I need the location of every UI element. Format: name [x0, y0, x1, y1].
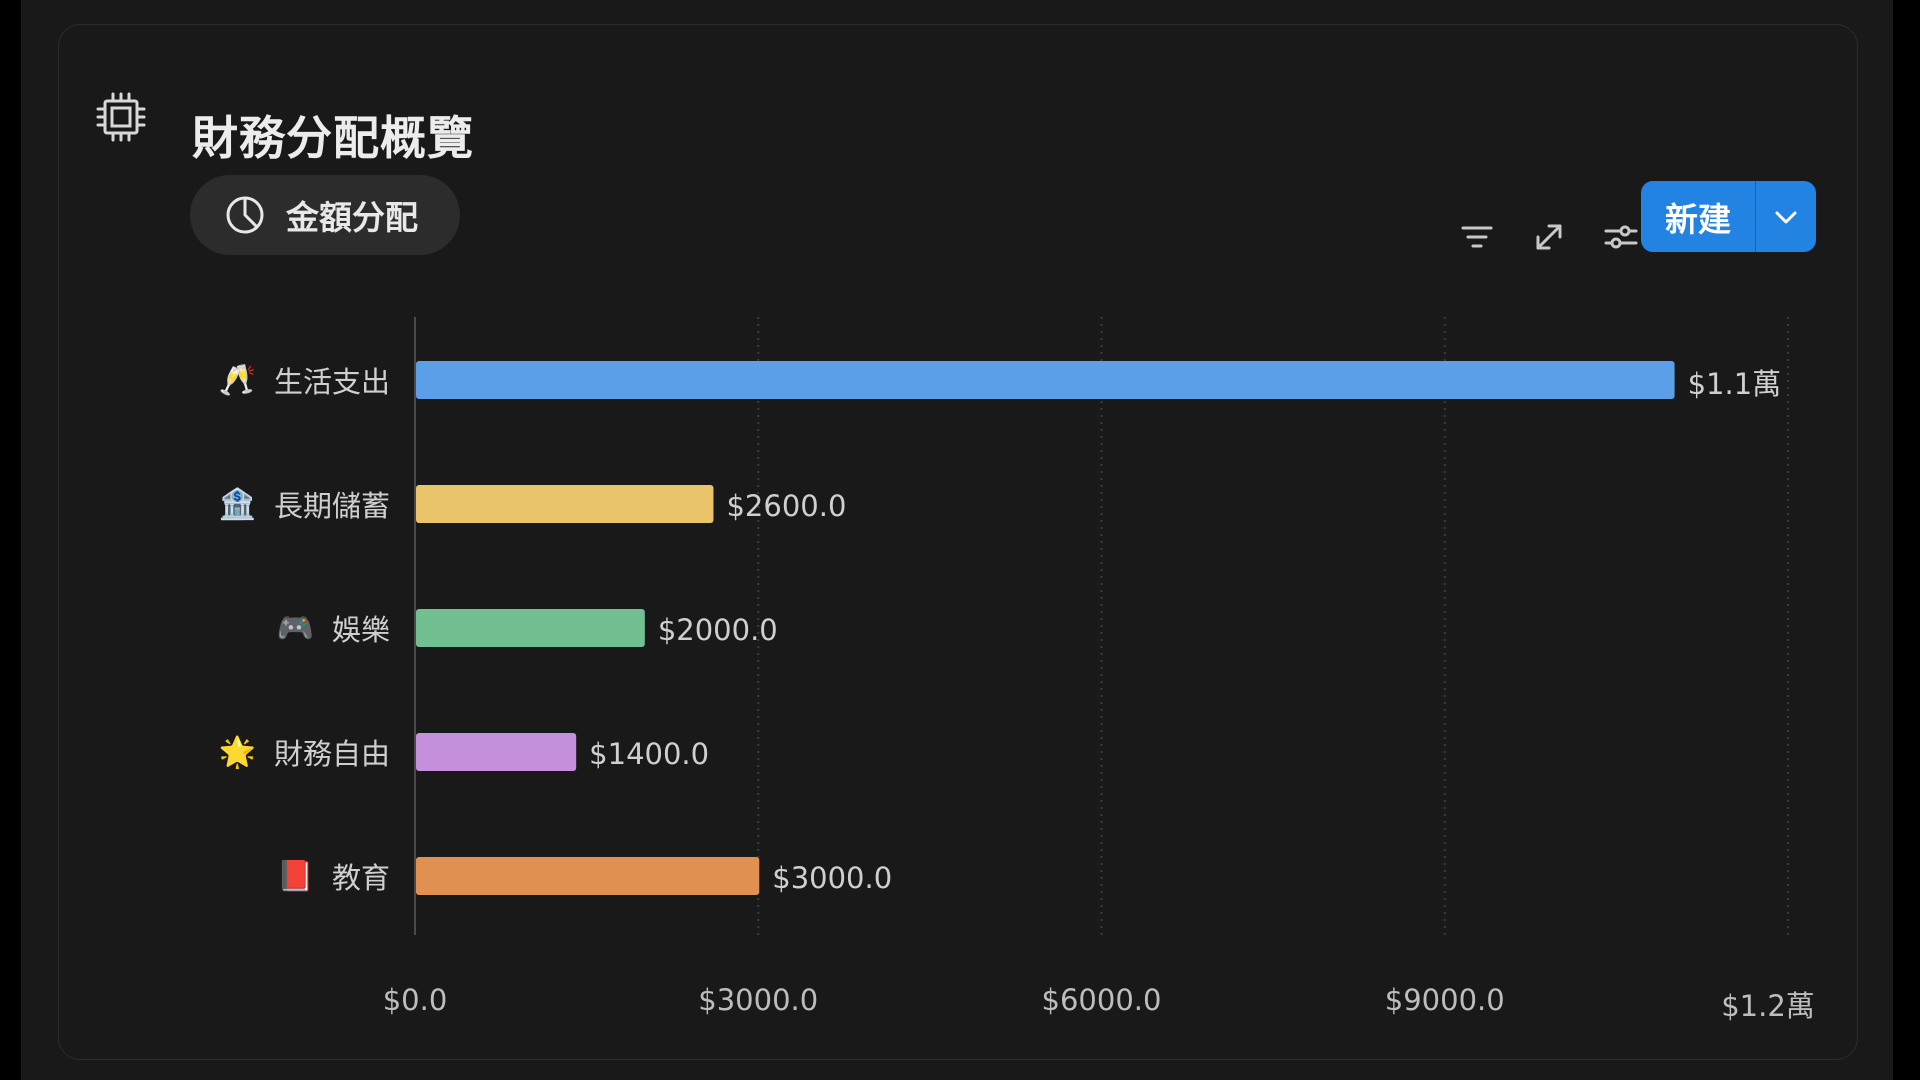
tab-amount-distribution[interactable]: 金額分配: [190, 175, 460, 255]
category-emoji-icon: 🌟: [218, 734, 256, 770]
pie-chart-icon: [226, 196, 264, 234]
value-label: $1400.0: [589, 737, 710, 771]
category-emoji-icon: 📕: [276, 858, 314, 894]
chart-card: 財務分配概覽 金額分配: [58, 24, 1858, 1060]
chevron-down-icon: [1775, 211, 1797, 223]
chip-icon: [96, 92, 146, 142]
category-label: 🏦 長期儲蓄: [219, 483, 390, 525]
category-label: 📕 教育: [277, 855, 390, 897]
category-emoji-icon: 🏦: [218, 486, 256, 522]
value-label: $2600.0: [726, 489, 847, 523]
x-tick-label: $6000.0: [1041, 983, 1162, 1017]
new-button-group: 新建: [1641, 181, 1816, 252]
x-tick-label: $9000.0: [1384, 983, 1505, 1017]
bar-chart: 🥂 生活支出 $1.1萬 🏦 長期儲蓄 $2600.0 🎮 娛樂 $2000.0 🌟 財務自由 $14…: [59, 25, 1859, 1061]
category-text: 娛樂: [331, 613, 390, 647]
bar-0[interactable]: [416, 361, 1675, 399]
new-button[interactable]: 新建: [1665, 199, 1731, 239]
page-background: 財務分配概覽 金額分配: [21, 0, 1893, 1080]
category-emoji-icon: 🎮: [276, 610, 314, 646]
filter-icon[interactable]: [1457, 217, 1497, 257]
bar-2[interactable]: [416, 609, 645, 647]
category-label: 🥂 生活支出: [219, 359, 390, 401]
button-divider: [1755, 181, 1756, 252]
category-text: 教育: [331, 861, 390, 895]
value-label: $1.1萬: [1687, 367, 1782, 401]
chart-plot: [414, 317, 1789, 935]
expand-icon[interactable]: [1529, 217, 1569, 257]
category-text: 財務自由: [273, 737, 390, 771]
category-text: 長期儲蓄: [273, 489, 390, 523]
category-text: 生活支出: [273, 365, 390, 399]
settings-sliders-icon[interactable]: [1601, 217, 1641, 257]
bar-3[interactable]: [416, 733, 577, 771]
category-emoji-icon: 🥂: [218, 362, 256, 398]
category-label: 🎮 娛樂: [277, 607, 390, 649]
value-label: $2000.0: [657, 613, 778, 647]
x-tick-label: $1.2萬: [1721, 989, 1815, 1023]
page-title: 財務分配概覽: [192, 111, 474, 165]
x-tick-label: $0.0: [382, 983, 448, 1017]
value-label: $3000.0: [772, 861, 893, 895]
bar-1[interactable]: [416, 485, 714, 523]
category-label: 🌟 財務自由: [219, 731, 390, 773]
bar-4[interactable]: [416, 857, 760, 895]
x-tick-label: $3000.0: [698, 983, 819, 1017]
tab-label: 金額分配: [286, 198, 418, 237]
new-dropdown-button[interactable]: [1756, 181, 1816, 252]
